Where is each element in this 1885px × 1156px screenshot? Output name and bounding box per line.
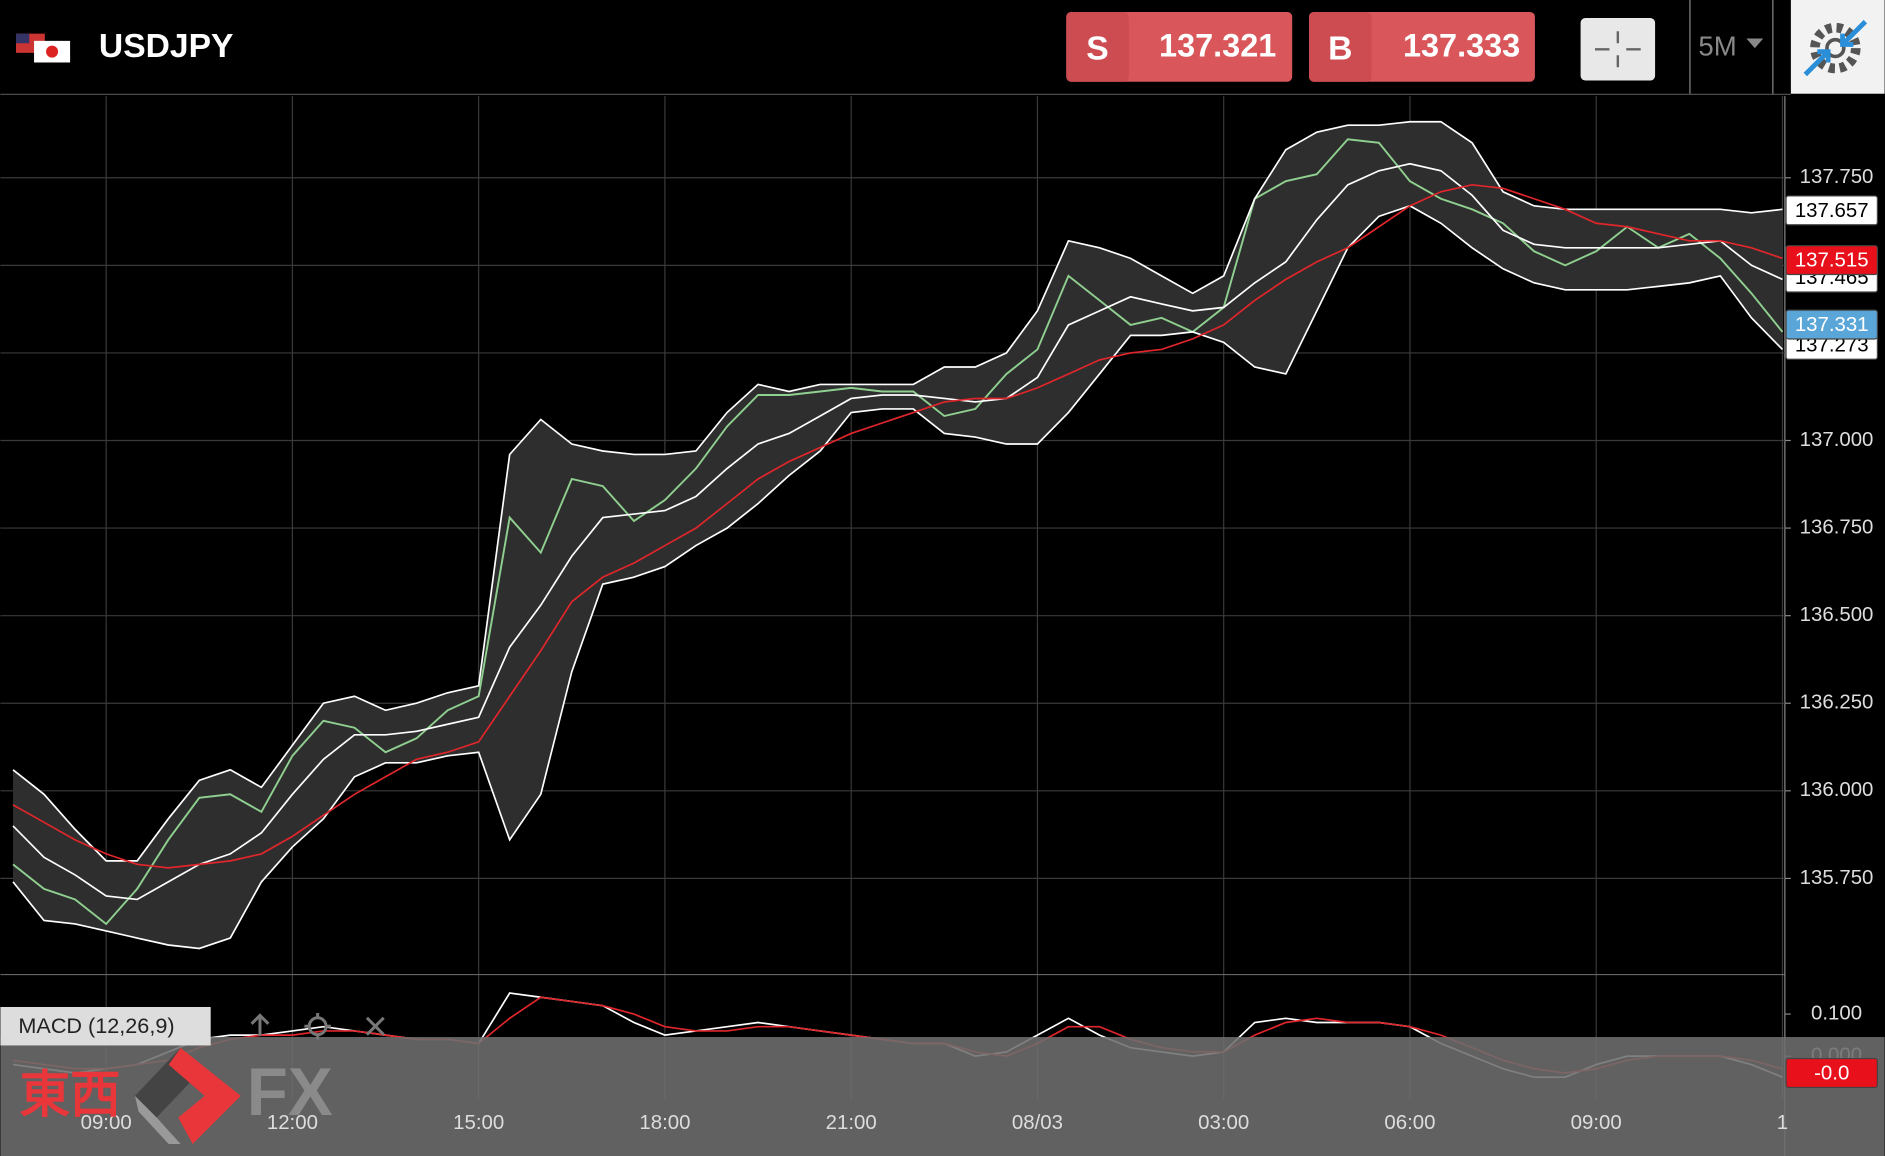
buy-button[interactable]: B 137.333 [1309, 12, 1535, 82]
x-tick-label: 03:00 [1198, 1112, 1249, 1134]
watermark-logo-red [168, 1047, 241, 1144]
y-tick-label: 135.750 [1800, 867, 1874, 889]
flag-icon [16, 33, 71, 63]
crosshair-box [1580, 18, 1656, 81]
compress-icon [1803, 19, 1868, 77]
x-tick-label: 06:00 [1384, 1112, 1435, 1134]
x-tick-label: 09:00 [1571, 1112, 1622, 1134]
series-line [12, 204, 1784, 950]
price-marker-label: -0.0 [1814, 1063, 1849, 1085]
series-line [12, 138, 1784, 926]
plot-layer: 135.750 136.000 136.250 136.500 136.750 137.0… [0, 96, 1878, 1156]
y-tick-label: 136.250 [1800, 692, 1874, 714]
y-tick-label: 0.100 [1811, 1002, 1862, 1024]
top-bar [0, 0, 1885, 94]
series-line [12, 183, 1783, 869]
x-tick-label: 1 [1777, 1112, 1788, 1134]
y-tick-label: 136.750 [1800, 516, 1874, 538]
sell-label: S [1086, 30, 1108, 67]
sell-button[interactable]: S 137.321 [1066, 12, 1293, 82]
sell-box-left [1066, 12, 1129, 82]
crosshair-icon [1595, 31, 1641, 68]
indicator-settings-icon[interactable] [304, 1013, 331, 1040]
buy-price: 137.333 [1403, 28, 1520, 64]
x-tick-label: 08/03 [1012, 1112, 1063, 1134]
y-tick-label: 137.000 [1800, 429, 1874, 451]
dropdown-arrow [1746, 38, 1764, 49]
gear-icon [1810, 22, 1861, 74]
y-tick-label: 137.750 [1800, 166, 1874, 188]
y-tick-label: 136.500 [1800, 604, 1874, 626]
x-tick-label: 15:00 [453, 1112, 504, 1134]
sell-price: 137.321 [1159, 28, 1276, 64]
y-tick-label: 136.000 [1800, 779, 1874, 801]
price-marker [1785, 1057, 1878, 1089]
band-fill [13, 121, 1783, 949]
watermark-logo-gray [134, 1095, 181, 1144]
watermark-jp: 東西 [20, 1065, 121, 1124]
x-tick-label: 18:00 [639, 1112, 690, 1134]
timeframe-dropdown[interactable]: 5M [1698, 30, 1764, 61]
price-marker-label: 137.657 [1795, 200, 1869, 222]
price-marker-label: 137.515 [1795, 250, 1869, 272]
bottom-shade [0, 1037, 1885, 1156]
us-flag-canton [16, 33, 30, 44]
overlay-layer: -0.0 09:00 12:00 15:00 18:00 21:00 08/03 03:00 0… [0, 1006, 1885, 1156]
watermark-fx: FX [247, 1055, 333, 1130]
x-tick-label: 21:00 [826, 1112, 877, 1134]
price-marker [1785, 309, 1878, 340]
buy-label: B [1328, 30, 1352, 67]
price-marker-label: 137.273 [1795, 334, 1869, 356]
series-line [12, 120, 1783, 862]
remove-icon[interactable] [365, 1016, 385, 1036]
indicator-label-box [0, 1006, 211, 1046]
timeframe: 5M [1698, 30, 1736, 61]
gear-hub [1825, 37, 1846, 59]
crosshair-button[interactable] [1580, 18, 1656, 81]
symbol: USDJPY [99, 28, 234, 65]
series-line [12, 162, 1783, 901]
price-marker-label: 137.331 [1795, 314, 1869, 336]
move-up-icon[interactable] [250, 1013, 270, 1036]
price-marker [1785, 245, 1878, 276]
price-marker [1785, 195, 1878, 226]
x-tick-label: 12:00 [267, 1112, 318, 1134]
x-tick-label: 09:00 [81, 1112, 132, 1134]
buy-box-left [1309, 12, 1372, 82]
settings-button[interactable] [1790, 0, 1885, 94]
indicator-label: MACD (12,26,9) [18, 1013, 174, 1038]
jp-flag-sun [46, 45, 59, 58]
